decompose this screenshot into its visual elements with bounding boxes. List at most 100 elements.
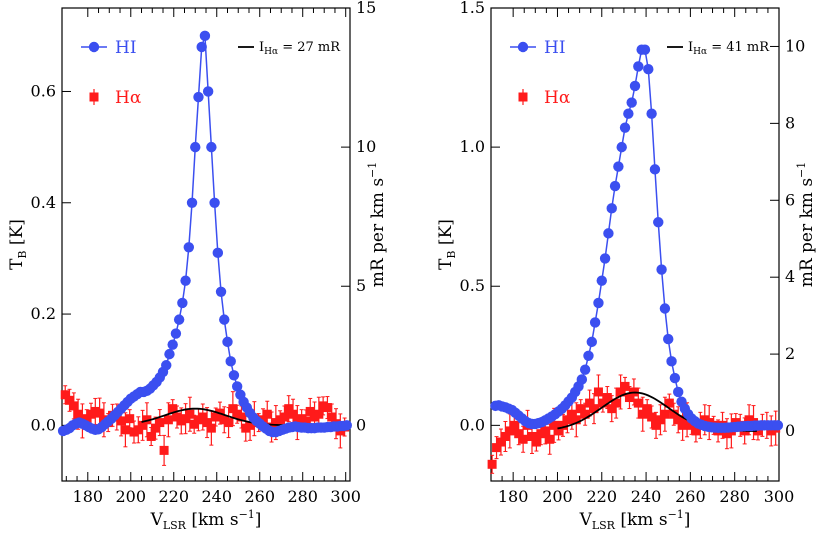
hi-point: [202, 86, 214, 97]
right-panel: 180 200 220 240 260 280 300 0.0 0.5 1.0 1.5 0 2 4 6 8 10…: [436, 0, 817, 532]
ha-point: [545, 434, 555, 444]
ha-point: [327, 412, 337, 422]
ha-point: [567, 409, 577, 419]
hi-point: [772, 420, 784, 431]
ha-point: [585, 398, 595, 408]
ha-point: [602, 393, 612, 403]
ha-point: [284, 404, 294, 414]
y2-tick-label: 0: [356, 415, 366, 434]
hi-point: [629, 80, 641, 92]
hi-point: [609, 180, 621, 192]
hi-point: [180, 275, 191, 286]
hi-point: [589, 317, 601, 328]
hi-point: [579, 364, 591, 375]
hi-point: [673, 386, 684, 398]
hi-point: [603, 228, 614, 239]
y2-tick-label: 0: [785, 421, 795, 440]
ha-point: [65, 395, 75, 405]
y-tick-label: 1.5: [460, 0, 485, 17]
ha-point: [150, 423, 160, 433]
ha-point: [589, 404, 599, 414]
hi-point: [623, 108, 634, 119]
legend-hi-label: HI: [544, 38, 566, 58]
ha-point: [224, 418, 234, 428]
ha-point: [624, 393, 634, 403]
ha-point: [505, 426, 515, 436]
y2-tick-label: 10: [356, 137, 376, 156]
legend-hi-marker: [88, 41, 100, 53]
ha-point: [496, 437, 506, 447]
ha-point: [95, 408, 105, 418]
ha-point: [125, 414, 135, 424]
hi-point: [177, 297, 188, 309]
y-tick-label: 0.4: [31, 193, 56, 212]
x-tick-label: 300: [330, 487, 361, 506]
hi-point: [170, 328, 182, 339]
ha-point: [206, 423, 216, 433]
ha-point: [487, 459, 497, 469]
ha-point: [611, 398, 621, 408]
y2-axis-label: mR per km s−1: [366, 162, 388, 288]
ha-point: [642, 404, 652, 414]
ha-point: [288, 409, 298, 419]
ha-point: [514, 429, 524, 439]
y2-tick-label: 4: [785, 267, 795, 286]
hi-point: [173, 314, 185, 325]
ha-point: [558, 420, 568, 430]
hi-point: [215, 286, 227, 297]
ha-point: [509, 420, 519, 430]
ha-point: [228, 404, 238, 414]
ha-point: [549, 420, 559, 430]
y-tick-label: 0.2: [31, 304, 56, 323]
x-tick-label: 260: [675, 487, 706, 506]
hi-point: [196, 41, 207, 53]
ha-point: [686, 420, 696, 430]
ha-point: [116, 416, 126, 426]
x-tick-label: 180: [498, 487, 529, 506]
ha-point: [301, 416, 311, 426]
ha-point: [593, 387, 603, 397]
hi-point: [606, 203, 617, 214]
ha-point: [279, 412, 289, 422]
legend-hi-marker: [517, 41, 529, 53]
hi-point: [209, 197, 220, 208]
ha-point: [120, 425, 130, 435]
ha-point: [655, 415, 665, 425]
ha-point: [518, 434, 528, 444]
hi-point: [653, 217, 664, 228]
y2-tick-label: 6: [785, 190, 795, 209]
hi-point: [586, 336, 597, 348]
y-tick-label: 0.5: [460, 276, 485, 295]
x-tick-label: 200: [116, 487, 147, 506]
ha-point: [691, 426, 701, 436]
y2-tick-label: 10: [785, 36, 805, 55]
hi-point: [183, 242, 195, 253]
ha-point: [678, 420, 688, 430]
x-tick-label: 280: [719, 487, 750, 506]
hi-point: [190, 141, 201, 153]
ha-point: [651, 420, 661, 430]
hi-point: [619, 122, 631, 133]
hi-point: [596, 275, 607, 286]
ha-point: [669, 409, 679, 419]
y2-tick-label: 8: [785, 113, 795, 132]
ha-point: [314, 409, 324, 419]
ha-point: [73, 409, 83, 419]
hi-series-line: [495, 48, 778, 429]
x-tick-label: 240: [201, 487, 232, 506]
hi-point: [583, 350, 594, 361]
y2-tick-label: 15: [356, 0, 376, 17]
x-tick-label: 260: [244, 487, 275, 506]
ha-point: [616, 387, 626, 397]
hi-point: [231, 381, 243, 392]
hi-point: [649, 164, 661, 175]
y2-axis-label: mR per km s−1: [795, 162, 817, 288]
ha-point: [647, 412, 657, 422]
ha-point: [305, 406, 315, 416]
ha-point: [531, 437, 541, 447]
ha-point: [540, 426, 550, 436]
hi-point: [219, 314, 230, 325]
ha-point: [580, 409, 590, 419]
x-tick-label: 280: [287, 487, 318, 506]
